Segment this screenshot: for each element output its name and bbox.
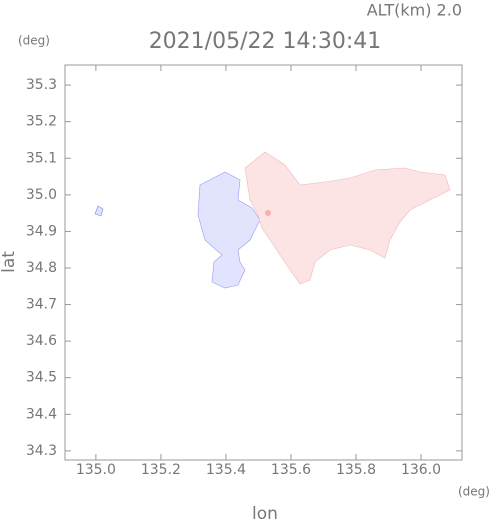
x-tick-label: 136.0 <box>401 462 441 478</box>
y-tick-label: 35.3 <box>26 77 57 93</box>
altitude-label: ALT(km) 2.0 <box>367 1 462 20</box>
x-tick-label: 135.6 <box>271 462 311 478</box>
y-tick-label: 34.7 <box>26 297 57 313</box>
y-tick-label: 34.8 <box>26 260 57 276</box>
x-tick-label: 135.4 <box>206 462 246 478</box>
chart-title: 2021/05/22 14:30:41 <box>149 29 382 54</box>
x-tick-label: 135.8 <box>336 462 376 478</box>
y-tick-label: 34.6 <box>26 333 57 349</box>
y-tick-label: 34.4 <box>26 406 57 422</box>
x-axis-label: lon <box>252 504 278 521</box>
y-tick-label: 34.3 <box>26 443 57 459</box>
echo-field <box>94 151 451 289</box>
y-unit: (deg) <box>18 34 50 48</box>
y-tick-label: 35.0 <box>26 187 57 203</box>
plot-frame <box>64 64 463 461</box>
x-tick-label: 135.0 <box>76 462 116 478</box>
y-axis-label: lat <box>0 251 19 273</box>
y-tick-label: 34.9 <box>26 223 57 239</box>
y-tick-label: 34.5 <box>26 370 57 386</box>
x-unit: (deg) <box>458 485 490 499</box>
x-tick-label: 135.2 <box>141 462 181 478</box>
y-tick-label: 35.2 <box>26 114 57 130</box>
y-tick-label: 35.1 <box>26 150 57 166</box>
